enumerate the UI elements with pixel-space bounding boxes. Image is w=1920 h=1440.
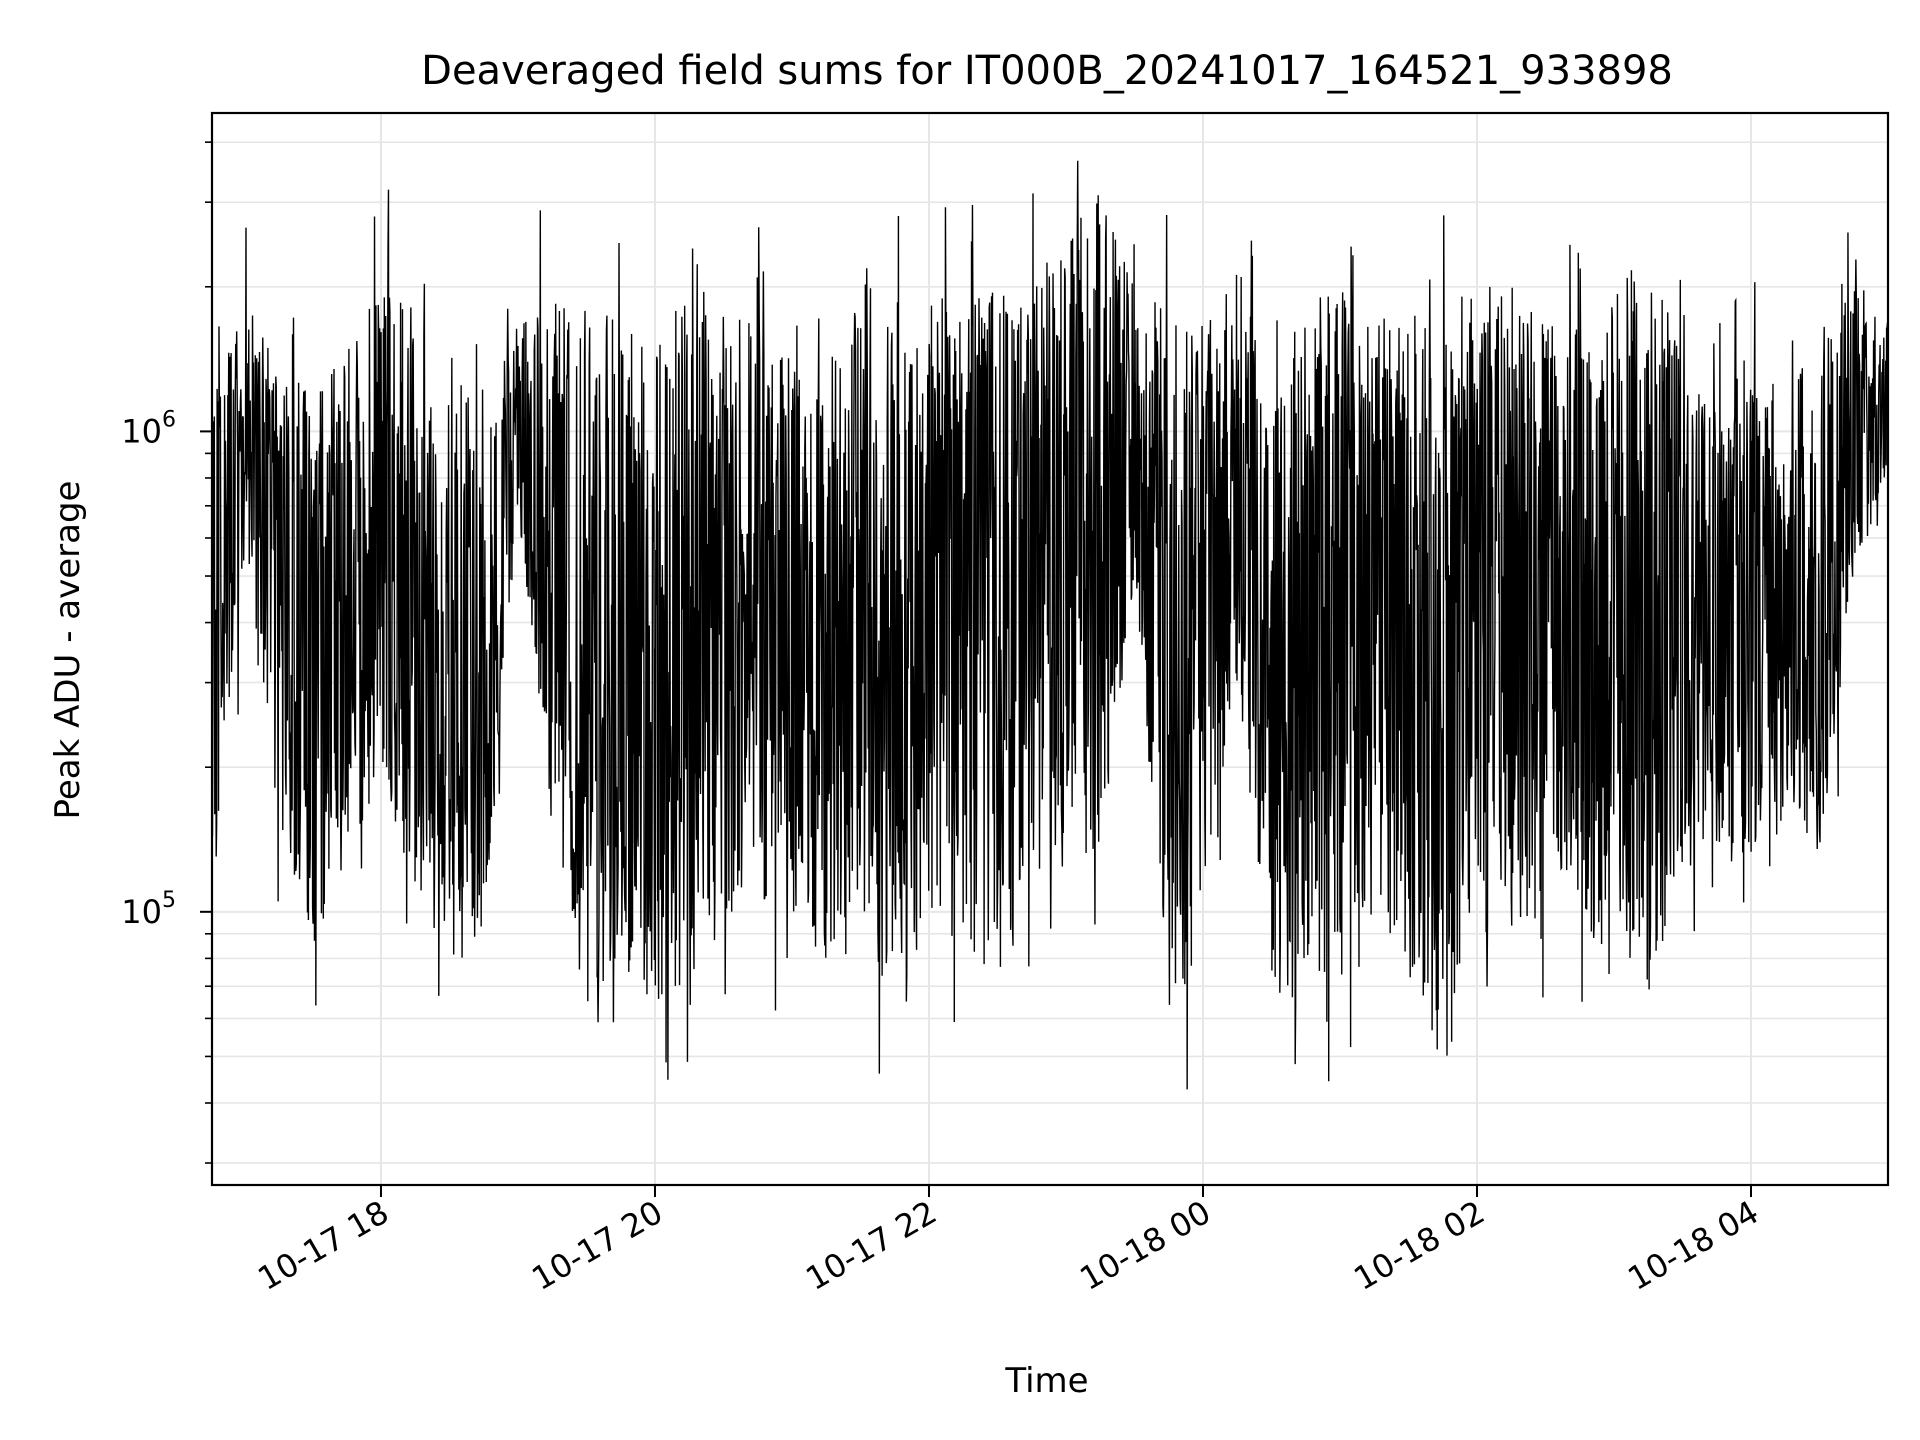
- plot-data: [211, 160, 1889, 1090]
- y-axis: 105 106: [121, 141, 212, 1164]
- chart-title: Deaveraged field sums for IT000B_2024101…: [421, 48, 1673, 94]
- series-line: [211, 160, 1889, 1090]
- y-tick-label: 105: [121, 888, 176, 931]
- y-axis-label: Peak ADU - average: [48, 481, 88, 820]
- x-axis-label: Time: [1004, 1361, 1088, 1401]
- plot-frame: [210, 111, 1890, 1187]
- y-tick-label: 106: [121, 407, 176, 450]
